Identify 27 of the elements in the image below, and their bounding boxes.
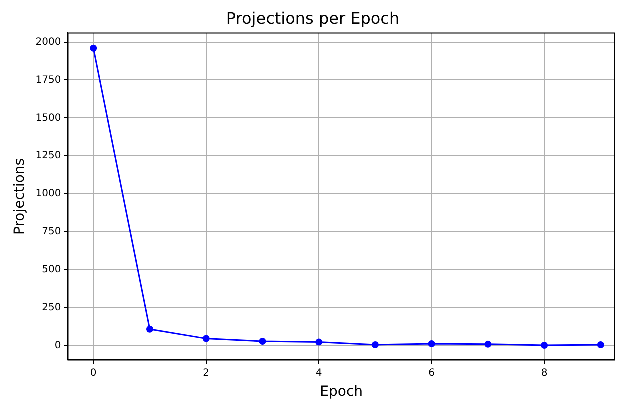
point [541, 342, 548, 349]
y-tick-label: 1250 [36, 150, 62, 162]
chart-title: Projections per Epoch [226, 8, 400, 28]
x-tick-label: 8 [541, 368, 548, 379]
point [146, 326, 154, 333]
point [202, 335, 210, 342]
y-tick-label: 750 [42, 226, 62, 238]
point [372, 342, 379, 349]
y-tick-label: 2000 [36, 36, 62, 48]
point [259, 338, 266, 346]
point [428, 340, 436, 348]
y-tick-label: 1000 [36, 188, 62, 200]
point [484, 340, 492, 348]
point [597, 342, 604, 349]
x-tick-label: 6 [428, 368, 435, 379]
x-tick-label: 0 [90, 368, 97, 379]
y-tick-label: 1500 [36, 112, 62, 124]
y-axis-title: Projections [12, 158, 28, 235]
x-tick-label: 2 [203, 368, 210, 379]
x-axis-title: Epoch [320, 384, 364, 400]
y-tick-label: 500 [42, 264, 62, 276]
y-tick-label: 0 [54, 340, 62, 352]
y-tick-label: 250 [42, 302, 62, 314]
point [90, 44, 98, 52]
y-tick-label: 1750 [36, 74, 62, 86]
point [316, 338, 323, 346]
x-tick-label: 4 [316, 368, 322, 379]
